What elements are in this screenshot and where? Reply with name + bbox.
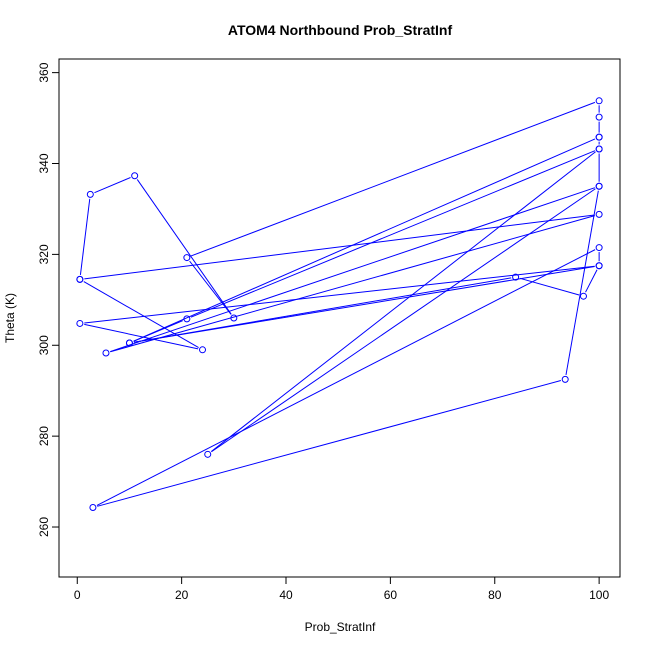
y-tick-label-4: 340 [37, 153, 51, 173]
x-axis-label: Prob_StratInf [305, 620, 376, 634]
series-segment-14 [84, 265, 595, 324]
y-tick-label-3: 320 [37, 244, 51, 264]
plot-area [58, 58, 621, 578]
data-point-19 [595, 182, 603, 190]
series-segment-11 [84, 214, 595, 280]
series-layer [76, 97, 603, 511]
x-tick-label-2: 40 [279, 588, 293, 602]
data-point-3 [230, 314, 238, 322]
data-point-21 [595, 145, 603, 153]
data-point-24 [512, 273, 520, 281]
y-tick-label-5: 360 [37, 62, 51, 82]
data-point-4 [183, 254, 191, 262]
x-axis: 0 20 40 60 80 100 [74, 577, 609, 602]
series-segment-18 [565, 190, 599, 375]
data-point-1 [86, 190, 94, 198]
x-tick-label-3: 60 [384, 588, 398, 602]
series-segment-10 [110, 215, 595, 353]
series-segment-3 [189, 260, 232, 315]
data-point-18 [561, 375, 569, 383]
series-segment-4 [190, 101, 596, 257]
data-point-2 [131, 172, 139, 180]
series-segment-20 [210, 151, 596, 452]
data-point-10 [102, 349, 110, 357]
x-tick-label-0: 0 [74, 588, 81, 602]
series-segment-9 [110, 187, 596, 353]
x-tick-label-4: 80 [488, 588, 502, 602]
data-point-6 [595, 113, 603, 121]
series-segment-12 [83, 281, 199, 348]
series-segment-19 [211, 188, 596, 453]
data-point-27 [125, 339, 133, 347]
data-point-22 [183, 315, 191, 323]
y-tick-label-0: 260 [37, 517, 51, 537]
series-segment-21 [190, 150, 596, 318]
data-point-17 [89, 503, 97, 511]
y-tick-label-1: 280 [37, 426, 51, 446]
y-axis-label: Theta (K) [3, 293, 17, 343]
data-point-11 [595, 210, 603, 218]
data-point-16 [595, 244, 603, 252]
series-segment-16 [96, 249, 596, 506]
data-point-14 [76, 319, 84, 327]
data-point-28 [595, 133, 603, 141]
y-tick-label-2: 300 [37, 335, 51, 355]
series-segment-25 [585, 269, 598, 293]
data-point-13 [199, 346, 207, 354]
data-point-12 [76, 275, 84, 283]
data-point-25 [579, 292, 587, 300]
x-tick-label-1: 20 [175, 588, 189, 602]
series-segment-17 [97, 380, 561, 507]
plot-frame [58, 58, 621, 578]
series-segment-13 [84, 323, 199, 350]
series-segment-2 [136, 179, 232, 315]
series-segment-27 [133, 138, 596, 342]
series-segment-24 [519, 277, 580, 296]
x-tick-label-5: 100 [589, 588, 609, 602]
data-point-26 [595, 262, 603, 270]
y-axis: 260 280 300 320 340 360 [37, 62, 59, 537]
data-point-20 [204, 450, 212, 458]
data-point-5 [595, 97, 603, 105]
chart-title: ATOM4 Northbound Prob_StratInf [228, 22, 453, 38]
series-segment-1 [94, 177, 131, 194]
series-segment-0 [79, 198, 91, 275]
